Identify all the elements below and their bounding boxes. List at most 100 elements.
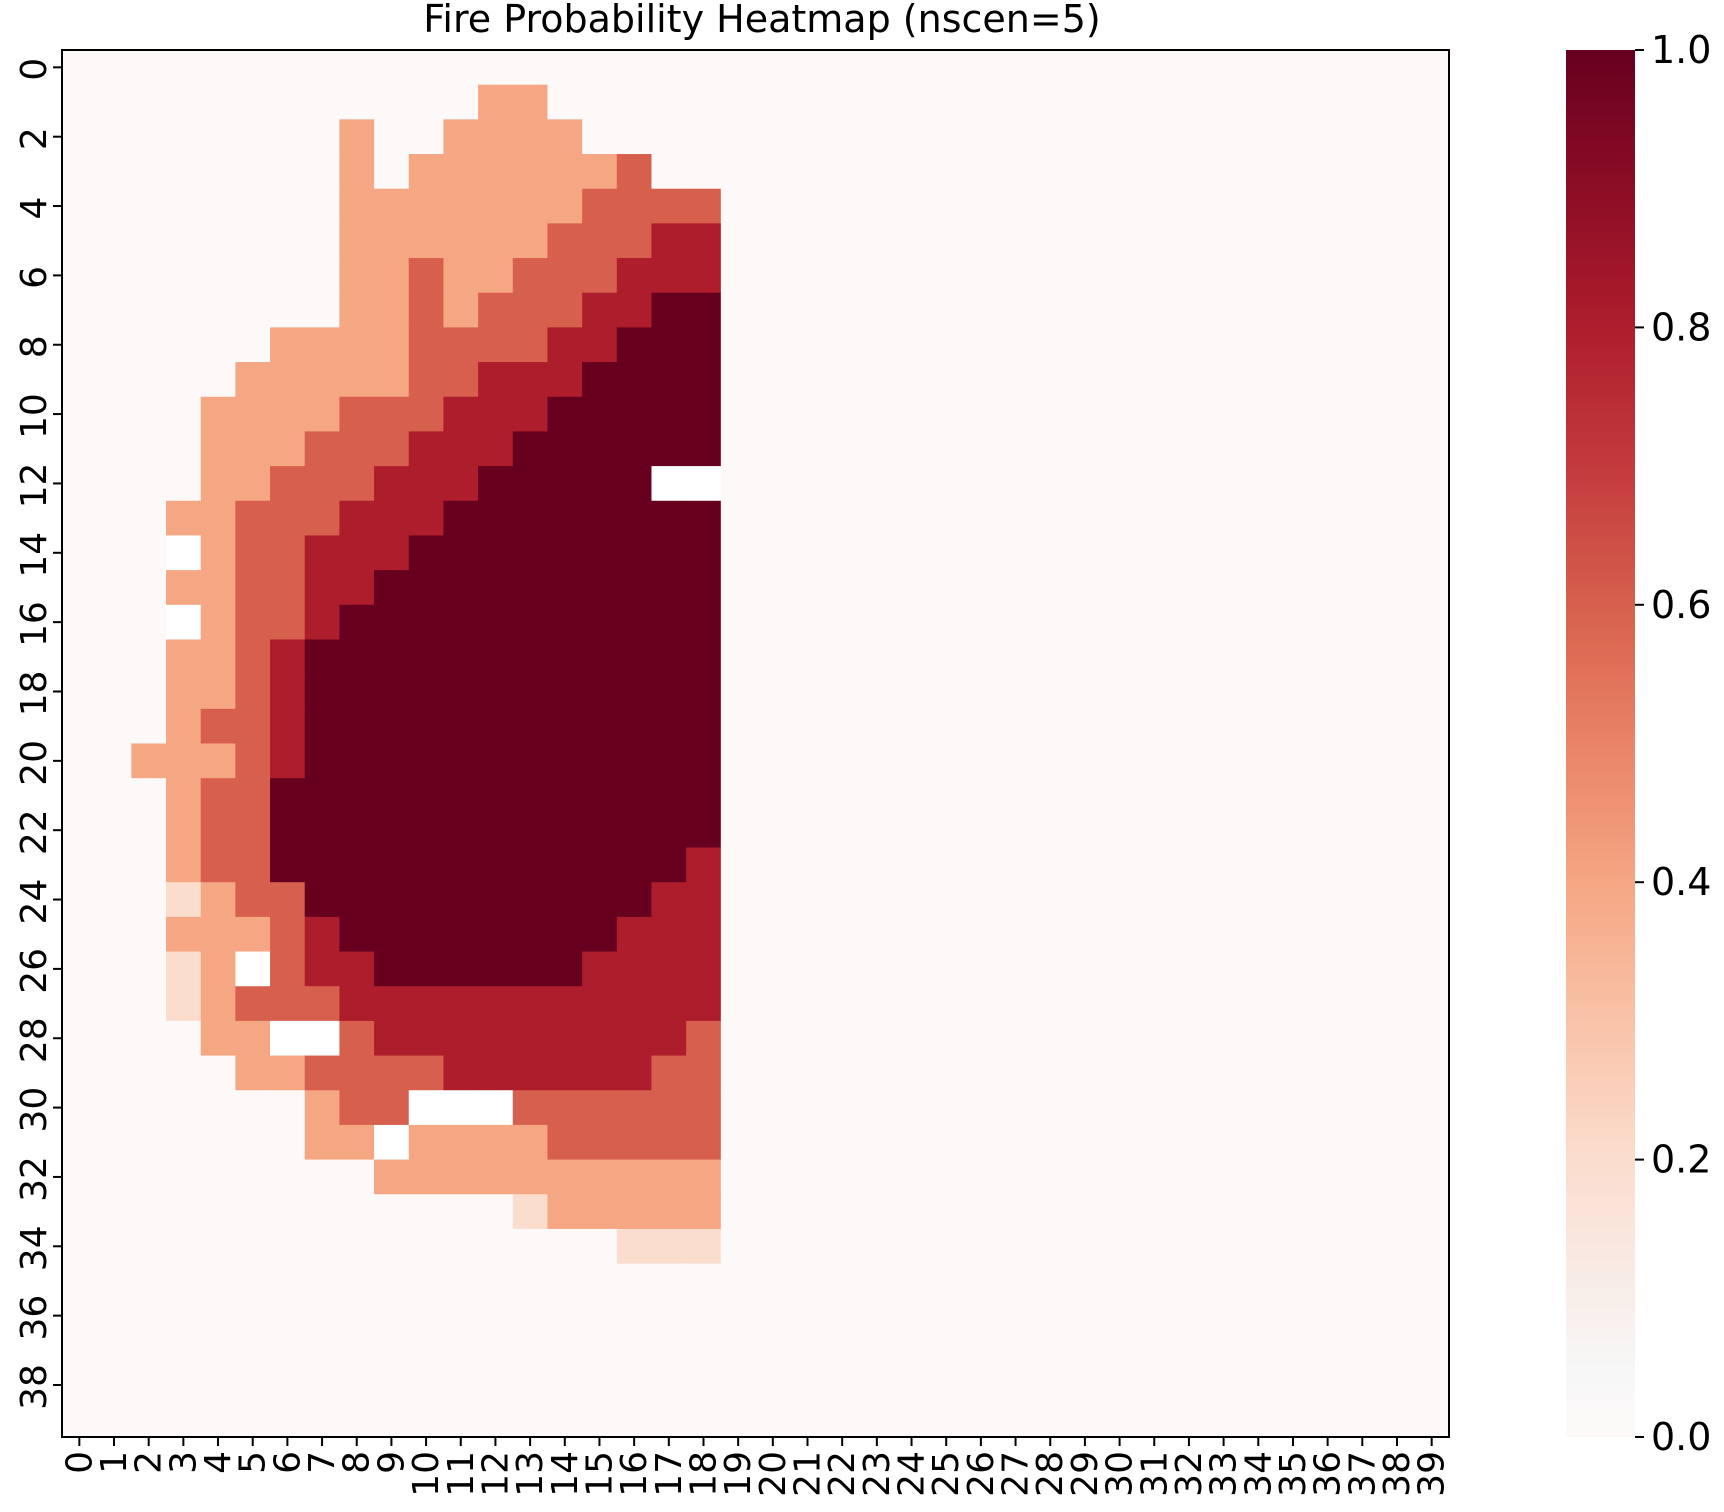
heatmap-cell [824, 84, 861, 120]
heatmap-cell [1414, 258, 1450, 294]
heatmap-cell [582, 604, 618, 641]
heatmap-cell [1102, 1332, 1138, 1369]
heatmap-cell [374, 1367, 410, 1403]
heatmap-cell [1136, 188, 1173, 224]
heatmap-cell [824, 570, 861, 606]
heatmap-cell [1032, 500, 1069, 537]
heatmap-cell [62, 327, 98, 363]
heatmap-cell [720, 50, 757, 86]
heatmap-cell [1344, 1263, 1381, 1299]
heatmap-cell [1275, 570, 1311, 606]
heatmap-cell [651, 362, 687, 398]
heatmap-cell [1379, 1194, 1415, 1230]
heatmap-cell [304, 1124, 340, 1161]
heatmap-cell [200, 431, 236, 467]
heatmap-cell [582, 1263, 618, 1299]
heatmap-cell [998, 258, 1034, 294]
heatmap-cell [166, 1194, 202, 1230]
heatmap-cell [131, 986, 167, 1022]
heatmap-cell [651, 604, 687, 641]
heatmap-cell [894, 1055, 930, 1091]
heatmap-cell [1171, 84, 1207, 120]
heatmap-cell [1206, 1159, 1242, 1195]
heatmap-cell [339, 119, 375, 155]
heatmap-cell [547, 258, 583, 294]
heatmap-cell [478, 986, 514, 1022]
heatmap-cell [374, 1402, 410, 1438]
heatmap-cell [547, 50, 583, 86]
heatmap-cell [1067, 1367, 1103, 1403]
heatmap-cell [478, 1159, 514, 1195]
heatmap-cell [270, 570, 306, 606]
heatmap-cell [686, 1159, 722, 1195]
heatmap-cell [270, 986, 306, 1022]
heatmap-cell [1275, 362, 1311, 398]
heatmap-cell [1310, 119, 1346, 155]
heatmap-cell [616, 327, 653, 363]
heatmap-cell [582, 188, 618, 224]
heatmap-cell [616, 535, 653, 571]
heatmap-cell [270, 223, 306, 259]
heatmap-cell [1310, 604, 1346, 641]
heatmap-cell [270, 1020, 306, 1057]
heatmap-cell [998, 1055, 1034, 1091]
heatmap-cell [443, 639, 479, 675]
heatmap-cell [790, 986, 826, 1022]
heatmap-cell [1102, 292, 1138, 328]
heatmap-cell [200, 986, 236, 1022]
heatmap-cell [790, 778, 826, 814]
heatmap-cell [200, 1298, 236, 1334]
heatmap-cell [270, 362, 306, 398]
heatmap-cell [62, 1402, 98, 1438]
heatmap-cell [1310, 327, 1346, 363]
heatmap-cell [1032, 986, 1069, 1022]
x-tick-label: 2 [129, 1451, 170, 1474]
heatmap-cell [408, 882, 445, 918]
heatmap-cell [200, 604, 236, 641]
heatmap-cell [131, 1124, 167, 1161]
heatmap-cell [235, 500, 271, 537]
chart-title: Fire Probability Heatmap (nscen=5) [423, 0, 1100, 41]
heatmap-cell [408, 743, 445, 779]
heatmap-cell [62, 882, 98, 918]
heatmap-cell [1379, 1298, 1415, 1334]
heatmap-cell [62, 258, 98, 294]
heatmap-cell [1136, 778, 1173, 814]
heatmap-cell [824, 50, 861, 86]
heatmap-cell [720, 604, 757, 641]
heatmap-cell [894, 188, 930, 224]
heatmap-cell [651, 50, 687, 86]
heatmap-cell [720, 362, 757, 398]
heatmap-cell [443, 743, 479, 779]
heatmap-cell [62, 500, 98, 537]
heatmap-cell [755, 1402, 791, 1438]
heatmap-cell [824, 639, 861, 675]
heatmap-cell [824, 1298, 861, 1334]
heatmap-cell [478, 1367, 514, 1403]
heatmap-cell [339, 50, 375, 86]
heatmap-cell [859, 916, 895, 953]
heatmap-cell [790, 1332, 826, 1369]
heatmap-cell [686, 500, 722, 537]
heatmap-cell [859, 708, 895, 745]
heatmap-cell [998, 1020, 1034, 1057]
heatmap-cell [1414, 1298, 1450, 1334]
heatmap-cell [1136, 1263, 1173, 1299]
heatmap-cell [96, 188, 132, 224]
heatmap-cell [790, 1194, 826, 1230]
heatmap-cell [443, 1298, 479, 1334]
heatmap-cell [928, 1367, 965, 1403]
heatmap-cell [374, 1194, 410, 1230]
heatmap-cell [720, 188, 757, 224]
heatmap-cell [790, 1402, 826, 1438]
heatmap-cell [374, 916, 410, 953]
x-tick-label: 16 [614, 1451, 655, 1497]
heatmap-cell [131, 84, 167, 120]
heatmap-cell [512, 292, 549, 328]
heatmap-cell [512, 84, 549, 120]
heatmap-cell [62, 1194, 98, 1230]
heatmap-cell [478, 1194, 514, 1230]
heatmap-cell [166, 951, 202, 987]
heatmap-cell [62, 431, 98, 467]
heatmap-cell [478, 119, 514, 155]
